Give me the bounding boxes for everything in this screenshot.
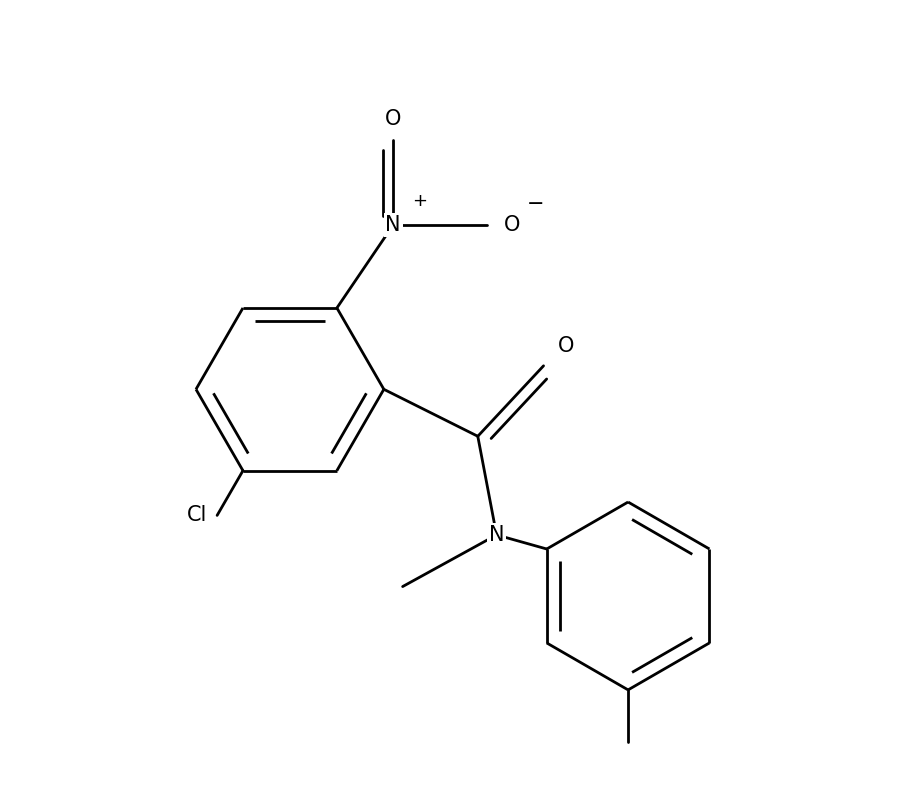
Text: N: N bbox=[386, 215, 401, 235]
Text: Cl: Cl bbox=[187, 505, 207, 526]
Text: +: + bbox=[412, 192, 427, 210]
Text: O: O bbox=[557, 336, 574, 356]
Text: N: N bbox=[488, 525, 504, 545]
Text: O: O bbox=[385, 109, 401, 129]
Text: O: O bbox=[504, 215, 521, 235]
Text: −: − bbox=[527, 195, 544, 214]
